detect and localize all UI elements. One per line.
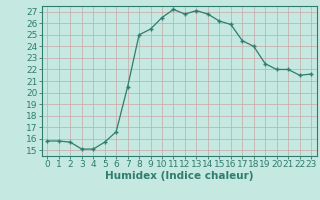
X-axis label: Humidex (Indice chaleur): Humidex (Indice chaleur) (105, 171, 253, 181)
